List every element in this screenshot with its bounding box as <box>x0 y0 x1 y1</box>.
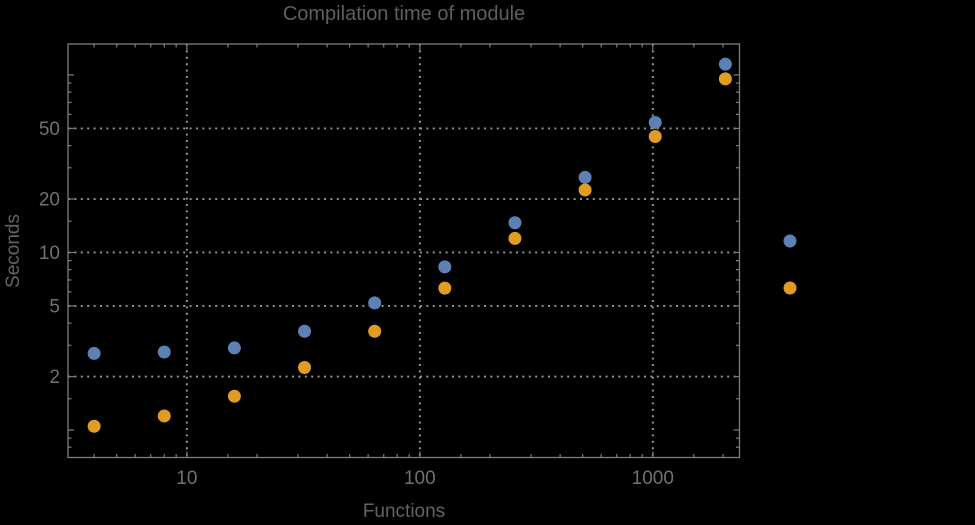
data-point <box>87 419 101 433</box>
data-point <box>508 231 522 245</box>
y-tick-label: 20 <box>39 190 60 211</box>
data-point <box>298 360 312 374</box>
y-tick-label: 50 <box>39 119 60 140</box>
data-point <box>227 341 241 355</box>
plot-frame <box>67 43 741 459</box>
data-point <box>368 296 382 310</box>
x-tick-label: 1000 <box>632 468 674 489</box>
data-point <box>87 346 101 360</box>
data-point <box>578 170 592 184</box>
legend-marker <box>783 281 797 295</box>
data-point <box>718 72 732 86</box>
data-point <box>368 324 382 338</box>
x-tick-label: 10 <box>176 468 197 489</box>
chart-title: Compilation time of module <box>282 3 526 25</box>
x-tick-label: 100 <box>404 468 436 489</box>
data-point <box>157 409 171 423</box>
data-point <box>438 260 452 274</box>
data-point <box>227 389 241 403</box>
data-point <box>578 183 592 197</box>
data-point <box>298 324 312 338</box>
y-tick-label: 2 <box>49 367 60 388</box>
y-tick-label: 10 <box>39 243 60 264</box>
data-point <box>157 345 171 359</box>
data-point <box>508 216 522 230</box>
data-point <box>718 57 732 71</box>
y-tick-label: 5 <box>49 296 60 317</box>
data-point <box>438 281 452 295</box>
data-point <box>648 115 662 129</box>
x-axis-label: Functions <box>362 501 446 522</box>
legend-marker <box>783 234 797 248</box>
data-point <box>648 130 662 144</box>
